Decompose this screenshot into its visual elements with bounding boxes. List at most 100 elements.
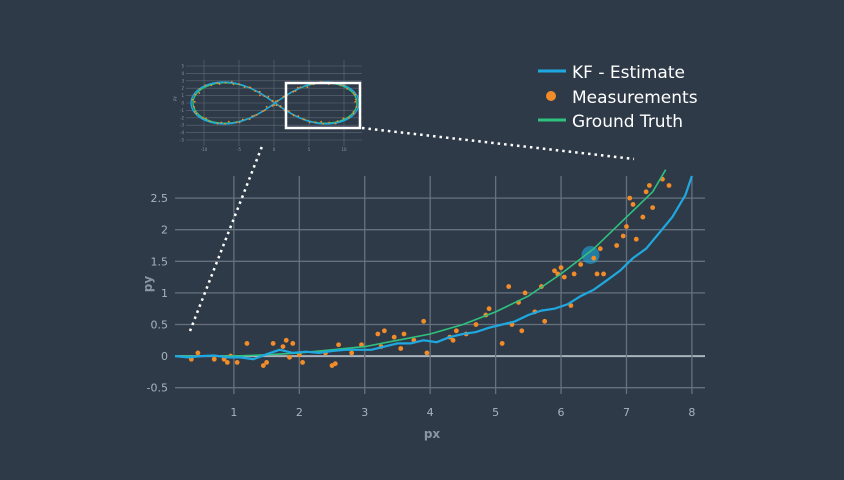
inset-measurement-dot — [220, 121, 223, 124]
measurement-point — [646, 183, 652, 188]
measurement-point — [666, 183, 672, 188]
zoom-connector-right — [361, 126, 635, 161]
measurement-point — [571, 271, 577, 277]
inset-measurement-dot — [202, 116, 204, 119]
inset-measurement-dot — [253, 114, 256, 117]
inset-y-tick-label: -4 — [180, 130, 184, 135]
inset-measurement-dot — [271, 105, 274, 107]
inset-measurement-dot — [342, 117, 345, 120]
inset-y-tick-label: -2 — [180, 115, 184, 120]
measurement-point — [336, 342, 341, 348]
inset-measurement-dot — [191, 98, 194, 101]
measurement-point — [601, 271, 606, 277]
x-axis-ticks: 1 2 3 4 5 6 7 8 — [230, 406, 695, 419]
x-tick-label: 5 — [492, 406, 499, 419]
inset-measurement-dot — [258, 90, 261, 93]
inset-zoom-box — [284, 81, 362, 130]
inset-measurement-dot — [271, 100, 274, 103]
measurement-point — [280, 344, 286, 350]
inset-measurement-dot — [348, 116, 350, 119]
inset-measurement-dot — [276, 99, 279, 102]
measurement-point — [264, 360, 270, 365]
inset-measurement-dot — [262, 110, 264, 113]
ground-truth-line — [175, 169, 667, 357]
inset-measurement-dot — [352, 92, 355, 94]
inset-measurement-dot — [303, 118, 306, 121]
measurement-point — [473, 322, 479, 327]
inset-measurement-dot — [328, 121, 331, 124]
y-tick-label: 2.5 — [151, 192, 169, 205]
inset-measurement-dot — [294, 90, 297, 92]
inset-x-tick-label: 0 — [273, 147, 276, 152]
measurement-point — [643, 189, 649, 195]
inset-measurement-dot — [352, 111, 355, 113]
inset-measurement-dot — [282, 95, 285, 98]
measurement-point — [486, 306, 492, 312]
inset-measurement-dot — [199, 88, 201, 90]
x-tick-label: 8 — [688, 406, 695, 419]
legend-label-measurements: Measurements — [572, 88, 698, 108]
inset-measurement-dot — [210, 84, 213, 87]
inset-measurement-dot — [238, 121, 241, 124]
inset-y-label: py — [172, 95, 177, 101]
measurement-point — [627, 195, 633, 201]
measurement-point — [290, 341, 296, 346]
inset-measurement-dot — [205, 117, 207, 120]
inset-measurement-dot — [193, 100, 196, 103]
inset-y-tick-label: -3 — [180, 123, 184, 128]
y-tick-label: 0 — [161, 350, 168, 363]
measurement-point — [624, 224, 629, 229]
inset-measurement-dot — [208, 120, 211, 123]
inset-measurement-dot — [259, 94, 261, 97]
inset-measurement-dot — [218, 83, 221, 85]
measurement-point — [332, 361, 338, 367]
inset-measurement-dot — [343, 84, 345, 87]
measurement-point — [630, 202, 636, 207]
measurement-point — [522, 290, 528, 296]
x-tick-label: 1 — [230, 406, 237, 419]
inset-measurement-dot — [322, 122, 324, 125]
x-axis-label: px — [424, 427, 441, 441]
inset-measurement-dot — [255, 114, 258, 116]
inset-measurement-dot — [195, 112, 198, 115]
inset-measurement-dot — [204, 84, 207, 87]
inset-y-tick-label: 0 — [181, 101, 184, 106]
measurement-point — [568, 303, 574, 308]
inset-measurement-dot — [292, 114, 295, 117]
y-tick-label: -0.5 — [147, 382, 168, 395]
measurement-point — [381, 328, 387, 334]
measurement-point — [270, 341, 276, 346]
series-layer — [174, 169, 693, 368]
grid-lines — [175, 176, 705, 394]
measurement-point — [542, 318, 548, 324]
inset-measurement-dot — [227, 120, 230, 123]
inset-measurement-dot — [334, 122, 337, 125]
inset-measurements — [191, 81, 358, 125]
legend-label-ground-truth: Ground Truth — [572, 112, 683, 132]
measurement-point — [552, 268, 557, 274]
measurement-point — [195, 350, 201, 356]
inset-measurement-dot — [354, 98, 357, 101]
measurement-point — [421, 318, 427, 324]
inset-y-tick-label: 5 — [181, 64, 184, 69]
x-tick-label: 2 — [296, 406, 303, 419]
inset-measurement-dot — [193, 111, 196, 113]
legend-label-estimate: KF - Estimate — [572, 63, 685, 83]
inset-x-tick-label: -10 — [201, 147, 208, 152]
inset-measurement-dot — [235, 121, 238, 124]
x-tick-label: 6 — [558, 406, 565, 419]
inset-measurement-dot — [320, 120, 323, 123]
measurement-point — [349, 350, 355, 356]
measurement-point — [614, 243, 620, 248]
y-tick-label: 0.5 — [151, 318, 169, 331]
inset-x-tick-label: 5 — [308, 147, 311, 152]
measurement-point — [260, 363, 266, 368]
inset-measurement-dot — [288, 110, 290, 113]
legend-swatch-measurements — [546, 91, 556, 101]
inset-measurement-dot — [339, 84, 342, 87]
measurement-point — [499, 341, 505, 346]
inset-measurement-dot — [194, 93, 197, 96]
measurement-point — [234, 360, 240, 365]
legend: KF - Estimate Measurements Ground Truth — [538, 63, 698, 132]
